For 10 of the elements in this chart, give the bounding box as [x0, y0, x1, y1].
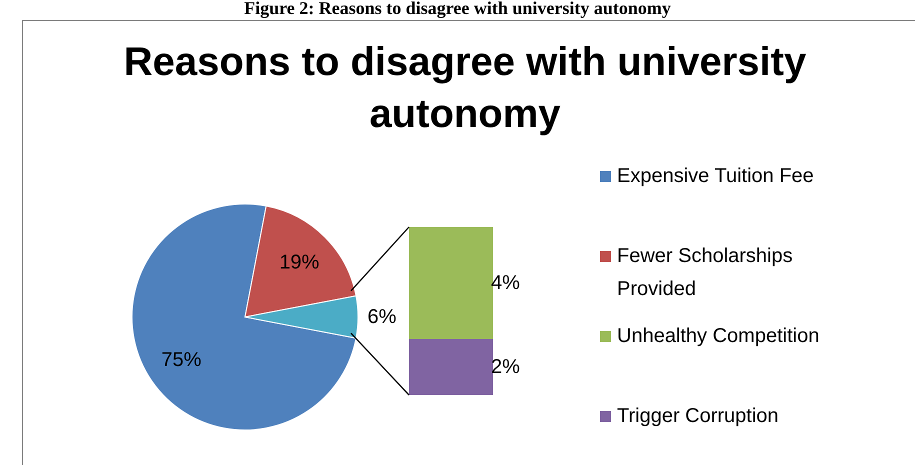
data-label: 75% [161, 349, 202, 372]
pie-slice [132, 204, 356, 430]
legend-label: Fewer Scholarships Provided [617, 244, 794, 302]
legend-label: Expensive Tuition Fee [617, 164, 815, 189]
legend-label: Trigger Corruption [617, 404, 780, 429]
chart-title: Reasons to disagree with university autonomy [122, 39, 808, 138]
data-label: 19% [279, 252, 320, 274]
data-label: 6% [368, 306, 397, 328]
caption: Figure 2: Reasons to disagree with university autonomy [243, 0, 672, 19]
legend-label: Unhealthy Competition [617, 324, 820, 349]
